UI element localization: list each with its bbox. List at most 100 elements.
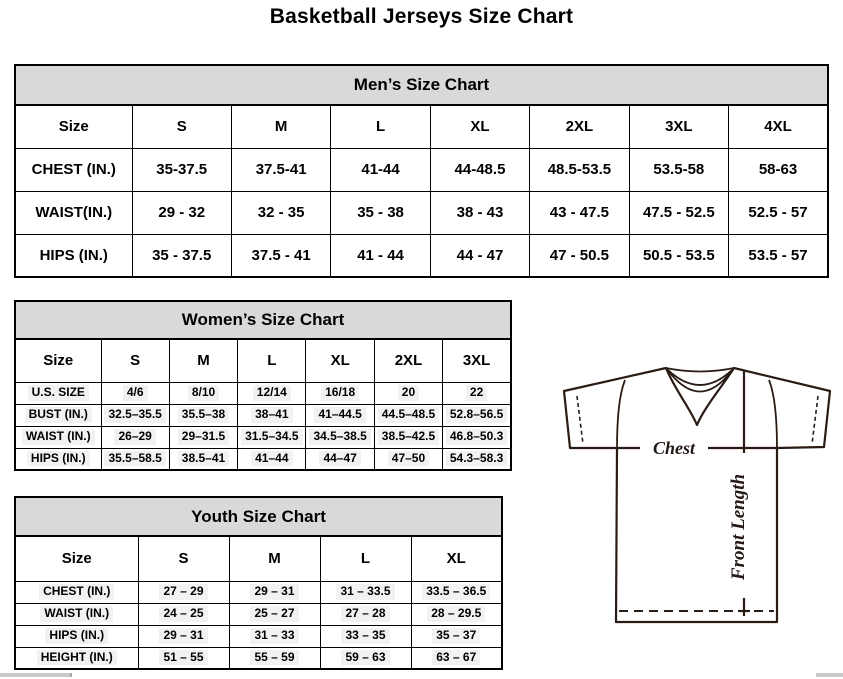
table-row: Size S M L XL — [14, 535, 503, 582]
youth-size-table: Youth Size Chart Size S M L XL CHEST (IN… — [14, 496, 503, 670]
cell: 51 – 55 — [137, 646, 230, 670]
cell: 54.3–58.3 — [442, 447, 512, 471]
col-header: Size — [14, 535, 139, 582]
col-header: M — [228, 535, 321, 582]
col-header: S — [131, 104, 232, 149]
cell: 29 - 32 — [131, 190, 232, 235]
horizontal-scrollbar-corner[interactable] — [816, 673, 843, 677]
table-row: Youth Size Chart — [14, 496, 503, 537]
cell-text: 20 — [397, 385, 420, 401]
row-label: WAIST (IN.) — [14, 425, 102, 449]
youth-chart-title: Youth Size Chart — [14, 496, 503, 537]
cell-text: 8/10 — [187, 385, 220, 401]
cell-text: 38.5–42.5 — [377, 429, 440, 445]
cell-text: 27 – 28 — [341, 606, 390, 622]
table-row: BUST (IN.) 32.5–35.5 35.5–38 38–41 41–44… — [14, 403, 512, 427]
cell: 46.8–50.3 — [442, 425, 512, 449]
cell-text: 29–31.5 — [177, 429, 230, 445]
cell: 32 - 35 — [230, 190, 332, 235]
cell-text: 26–29 — [114, 429, 156, 445]
cell: 12/14 — [237, 381, 307, 405]
right-armhole-seam — [768, 379, 778, 449]
cell: 53.5 - 57 — [728, 233, 829, 278]
cell: 38 - 43 — [429, 190, 531, 235]
cell: 59 – 63 — [319, 646, 412, 670]
table-row: HIPS (IN.) 35 - 37.5 37.5 - 41 41 - 44 4… — [14, 233, 829, 278]
jersey-measurement-diagram: Chest Front Length — [555, 360, 840, 630]
cell: 24 – 25 — [137, 602, 230, 626]
col-header: XL — [410, 535, 503, 582]
table-row: Women’s Size Chart — [14, 300, 512, 340]
cell-text: 41–44 — [251, 451, 293, 467]
cell-text: 35.5–58.5 — [104, 451, 166, 467]
page-title: Basketball Jerseys Size Chart — [269, 5, 574, 28]
table-row: Men’s Size Chart — [14, 64, 829, 106]
table-row: WAIST (IN.) 24 – 25 25 – 27 27 – 28 28 –… — [14, 602, 503, 626]
table-row: CHEST (IN.) 35-37.5 37.5-41 41-44 44-48.… — [14, 147, 829, 192]
cell-text: 33.5 – 36.5 — [422, 584, 491, 600]
row-label: HEIGHT (IN.) — [14, 646, 139, 670]
cell: 41-44 — [330, 147, 431, 192]
cell-text: 38–41 — [251, 407, 293, 423]
cell: 35 - 37.5 — [131, 233, 232, 278]
jersey-outline — [562, 366, 832, 624]
row-label-text: WAIST (IN.) — [40, 606, 114, 622]
cell-text: 27 – 29 — [159, 584, 208, 600]
horizontal-scrollbar-thumb[interactable] — [0, 673, 72, 677]
cell-text: 32.5–35.5 — [104, 407, 166, 423]
cell: 47 - 50.5 — [529, 233, 630, 278]
cell-text: 34.5–38.5 — [309, 429, 371, 445]
row-label: U.S. SIZE — [14, 381, 102, 405]
row-label: HIPS (IN.) — [14, 624, 139, 648]
col-header: L — [237, 338, 307, 383]
cell-text: 33 – 35 — [341, 628, 390, 644]
cell-text: 41–44.5 — [314, 407, 366, 423]
womens-chart-title: Women’s Size Chart — [14, 300, 512, 340]
chest-label-bg — [640, 436, 708, 460]
cell-text: 35.5–38 — [177, 407, 230, 423]
cell: 31 – 33.5 — [319, 580, 412, 604]
cell: 31 – 33 — [228, 624, 321, 648]
col-header: 2XL — [529, 104, 630, 149]
row-label-text: BUST (IN.) — [24, 407, 92, 423]
left-armhole-seam — [616, 379, 626, 449]
cell: 44–47 — [305, 447, 375, 471]
cell-text: 38.5–41 — [177, 451, 230, 467]
cell: 58-63 — [728, 147, 829, 192]
cell: 47.5 - 52.5 — [628, 190, 730, 235]
cell: 35-37.5 — [131, 147, 232, 192]
cell-text: 46.8–50.3 — [445, 429, 508, 445]
cell-text: 22 — [465, 385, 488, 401]
cell: 41–44 — [237, 447, 307, 471]
cell: 27 – 29 — [137, 580, 230, 604]
cell-text: 44–47 — [319, 451, 361, 467]
cell: 25 – 27 — [228, 602, 321, 626]
cell: 47–50 — [373, 447, 444, 471]
cell-text: 51 – 55 — [159, 650, 208, 666]
row-label: CHEST (IN.) — [14, 580, 139, 604]
row-label: HIPS (IN.) — [14, 447, 102, 471]
cell: 29–31.5 — [168, 425, 239, 449]
cell: 38–41 — [237, 403, 307, 427]
row-label: WAIST (IN.) — [14, 602, 139, 626]
table-row: U.S. SIZE 4/6 8/10 12/14 16/18 20 22 — [14, 381, 512, 405]
cell-text: 29 – 31 — [159, 628, 208, 644]
cell: 35.5–38 — [168, 403, 239, 427]
cell: 53.5-58 — [628, 147, 730, 192]
cell: 41–44.5 — [305, 403, 375, 427]
left-cuff-dashed-line — [576, 395, 584, 445]
col-header: 3XL — [628, 104, 730, 149]
cell: 32.5–35.5 — [100, 403, 170, 427]
table-row: WAIST(IN.) 29 - 32 32 - 35 35 - 38 38 - … — [14, 190, 829, 235]
cell: 52.8–56.5 — [442, 403, 512, 427]
table-row: HEIGHT (IN.) 51 – 55 55 – 59 59 – 63 63 … — [14, 646, 503, 670]
cell: 35 - 38 — [330, 190, 431, 235]
col-header: 3XL — [442, 338, 512, 383]
table-row: HIPS (IN.) 35.5–58.5 38.5–41 41–44 44–47… — [14, 447, 512, 471]
col-header: L — [319, 535, 412, 582]
mens-size-table: Men’s Size Chart Size S M L XL 2XL 3XL 4… — [14, 64, 829, 278]
cell-text: 52.8–56.5 — [445, 407, 508, 423]
cell-text: 35 – 37 — [432, 628, 481, 644]
col-header: M — [168, 338, 239, 383]
